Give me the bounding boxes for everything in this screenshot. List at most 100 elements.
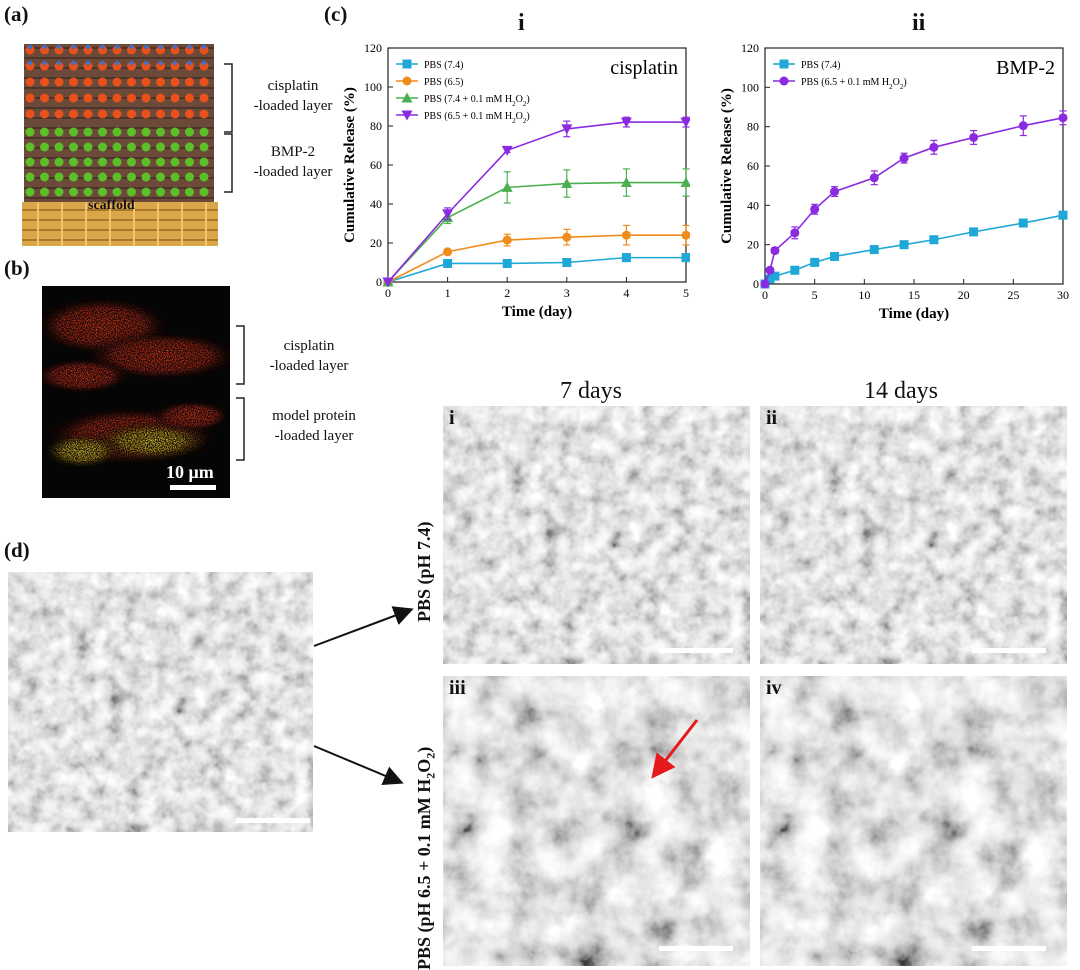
legend-entry: PBS (6.5 + 0.1 mM H2O2) [801, 77, 907, 91]
x-tick-label: 15 [908, 288, 920, 302]
data-point [443, 258, 453, 268]
series-0 [760, 210, 1068, 289]
data-point [869, 245, 879, 255]
data-point [770, 246, 780, 256]
chart-cisplatin: 0 20 40 60 80 100 120 0 1 2 3 4 5 Time (day) Cumulativ… [342, 41, 690, 320]
data-point [621, 253, 631, 263]
data-point [899, 240, 909, 250]
fluorescence-image [42, 286, 230, 498]
data-point [501, 181, 513, 192]
annotation-b-cisplatin: cisplatin -loaded layer [269, 338, 349, 374]
series-line [387, 234, 686, 283]
data-point [620, 117, 632, 128]
column-label-14-days: 14 days [864, 378, 938, 404]
data-point [969, 227, 979, 237]
data-point [681, 253, 690, 263]
data-point [869, 173, 879, 183]
row-label-pbs-65-h2o2: PBS (pH 6.5 + 0.1 mM H2O2) [414, 746, 438, 970]
data-point [680, 117, 690, 128]
data-point [765, 274, 775, 284]
x-tick-label: 5 [812, 288, 818, 302]
data-point [442, 209, 454, 220]
scaffold-label: scaffold [88, 198, 135, 213]
data-point [561, 178, 573, 189]
x-tick-label: 10 [858, 288, 870, 302]
legend-entry: PBS (6.5) [424, 77, 463, 88]
sem-image-iv: iv [760, 676, 1067, 966]
legend-marker [402, 76, 412, 86]
legend-marker [401, 110, 413, 121]
data-point [830, 187, 840, 197]
data-point [1058, 210, 1068, 220]
series-line [764, 117, 1064, 285]
sem-image-i: i [443, 406, 750, 664]
data-point [382, 277, 394, 288]
series-1 [383, 224, 690, 287]
sem-overview-image [8, 572, 313, 832]
chart-bmp2: 0 20 40 60 80 100 120 0 5 10 15 20 25 30 Time (day) Cum… [719, 41, 1069, 322]
legend-marker [402, 59, 412, 69]
column-label-7-days: 7 days [560, 378, 622, 404]
data-point [899, 153, 909, 163]
panel-c-label: (c) [324, 2, 348, 26]
sem-image-ii: ii [760, 406, 1067, 664]
y-tick-label: 40 [370, 197, 382, 211]
legend-marker [779, 59, 789, 69]
y-tick-label: 120 [364, 41, 382, 55]
y-tick-label: 0 [376, 275, 382, 289]
layered-scaffold-illustration [22, 44, 218, 246]
data-point [561, 124, 573, 135]
x-axis-label: Time (day) [879, 306, 949, 322]
data-point [929, 142, 939, 152]
x-tick-label: 2 [504, 286, 510, 300]
data-point [810, 257, 820, 267]
data-point [501, 145, 513, 156]
panel-d-label: (d) [4, 538, 30, 562]
red-arrow [651, 719, 699, 779]
y-tick-label: 60 [747, 159, 759, 173]
series-line [387, 121, 686, 283]
data-point [443, 247, 453, 257]
data-point [929, 235, 939, 245]
data-point [770, 271, 780, 281]
data-point [810, 204, 820, 214]
data-point [760, 279, 770, 289]
y-tick-label: 40 [747, 198, 759, 212]
y-axis-label: Cumulative Release (%) [342, 87, 358, 243]
data-point [502, 235, 512, 245]
x-tick-label: 30 [1057, 288, 1069, 302]
chart-title: BMP-2 [996, 57, 1055, 79]
y-tick-label: 60 [370, 158, 382, 172]
x-axis-label: Time (day) [502, 304, 572, 320]
data-point [681, 230, 690, 240]
x-tick-label: 3 [564, 286, 570, 300]
data-point [1018, 121, 1028, 131]
legend-entry: PBS (7.4) [801, 60, 840, 71]
x-tick-label: 0 [762, 288, 768, 302]
y-tick-label: 100 [364, 80, 382, 94]
data-point [790, 265, 800, 275]
y-tick-label: 100 [741, 80, 759, 94]
series-line [387, 181, 686, 283]
x-tick-label: 20 [958, 288, 970, 302]
data-point [1018, 218, 1028, 228]
y-tick-label: 80 [747, 120, 759, 134]
arrows-to-sem-grid [313, 606, 414, 786]
data-point [562, 258, 572, 267]
x-tick-label: 4 [623, 286, 629, 300]
scalebar-label: 10 μm [166, 462, 214, 482]
series-line [764, 214, 1064, 285]
chart-i-roman: i [518, 10, 525, 36]
series-3 [382, 116, 690, 288]
y-tick-label: 20 [370, 236, 382, 250]
data-point [765, 265, 775, 275]
bracket-a-mid [224, 133, 233, 193]
x-tick-label: 0 [385, 286, 391, 300]
data-point [562, 232, 572, 242]
row-label-pbs-74: PBS (pH 7.4) [414, 521, 434, 622]
data-point [969, 132, 979, 142]
bracket-b-bottom [236, 397, 245, 461]
series-line [387, 256, 686, 283]
annotation-a-cisplatin: cisplatin -loaded layer [253, 78, 333, 114]
data-point [790, 228, 800, 238]
